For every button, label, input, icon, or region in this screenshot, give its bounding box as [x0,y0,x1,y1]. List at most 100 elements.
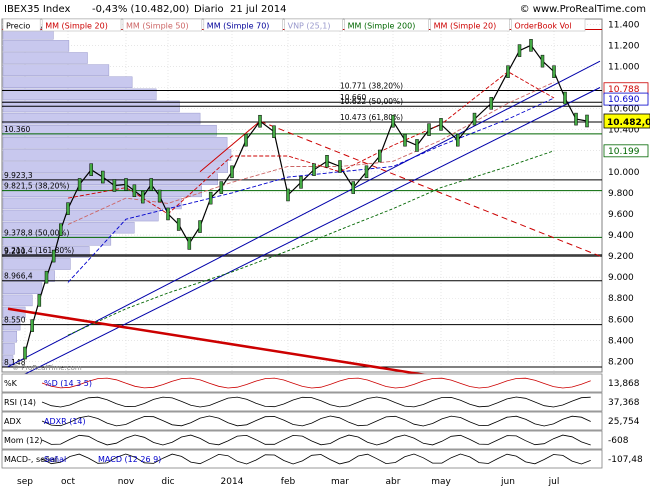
candle [208,191,213,205]
y-tick-label: 8.800 [608,294,634,304]
panel-label-2: Señal [44,455,66,464]
candle [439,118,443,131]
level-label: 9.211,4 (161,80%) [4,246,74,255]
candle [166,207,170,221]
panel-value-label: 13,868 [608,379,640,389]
y-tick-label: 10.000 [608,168,640,178]
indicator-panel [1,449,603,469]
candle [529,39,533,52]
candle [506,65,510,78]
candle [219,181,224,194]
last-price-box [603,113,650,129]
x-tick-label: jul [548,477,560,487]
panel-label: %K [4,379,18,388]
date-label: 21 jul 2014 [230,4,286,15]
indicator-panel [1,411,603,431]
indicator-panel [1,373,603,393]
candle [489,97,493,110]
x-tick-label: mar [331,477,349,487]
y-tick-label: 9.200 [608,252,634,262]
legend-item-label: MM (Simple 200) [348,22,416,31]
y-tick-label: 10.600 [608,105,640,115]
y-tick-label: 9.800 [608,189,634,199]
volume-profile-bar [2,112,201,125]
x-tick-label: abr [386,477,401,487]
level-label: 8.966,4 [4,272,33,281]
candle [198,220,202,233]
y-tick-label: 9.600 [608,210,634,220]
candle [472,112,477,126]
x-tick-label: 2014 [221,477,244,487]
candle [540,54,545,68]
candle [66,202,70,215]
legend-item-box [430,18,510,32]
legend-item-label: MM (Simple 20) [45,22,108,31]
trendline [7,87,601,383]
candle [552,65,556,78]
x-tick-label: dic [161,477,174,487]
moving-average-line [67,150,555,336]
price-label: 10.788 [608,85,640,95]
x-tick-label: oct [61,477,75,487]
y-tick-label: 9.000 [608,273,634,283]
candle [286,188,290,202]
downtrend-line [7,307,441,379]
candle [101,170,105,184]
volume-profile-bar [2,209,159,222]
level-label: 9.200 [4,247,26,256]
level-label: 8.550 [4,316,26,325]
y-tick-label: 8.400 [608,336,634,346]
panel-label: Mom (12) [4,436,43,445]
panel-value-label: 25,754 [608,417,640,427]
candle [415,139,419,152]
level-label: 10.771 (38,20%) [340,82,403,91]
volume-profile-bar [2,282,43,295]
candle [325,155,329,168]
volume-profile-bar [2,330,17,343]
y-tick-label: 11.400 [608,20,640,30]
candle [124,178,128,191]
volume-profile-bar [2,52,88,64]
x-tick-label: feb [281,477,296,487]
level-label: 9.821,5 (38,20%) [4,182,70,191]
legend-item-label: OrderBook Vol [514,22,571,31]
candle [312,163,316,176]
volume-profile-bar [2,270,55,282]
candle [378,149,382,163]
legend-item-label: MM (Simple 50) [126,22,189,31]
volume-profile-bar [2,258,71,270]
last-price-label: 10.482,00 [607,118,650,128]
x-tick-label: sep [17,477,33,487]
candle [574,112,578,126]
candle [44,270,49,284]
candle [244,133,248,147]
panel-label-2: %D (14 3 5) [44,379,92,388]
candle [456,133,460,147]
volume-profile-bar [2,64,110,76]
candle [403,133,407,147]
candle [149,178,153,191]
panel-value-label: -107,48 [608,455,643,465]
x-tick-label: nov [118,477,135,487]
legend-item-box [284,18,343,32]
candle [37,294,42,307]
indicator-line [41,415,591,427]
legend-item-label: MM (Simple 20) [434,22,497,31]
legend-item-label: VNP (25,1) [288,22,331,31]
site-label: © www.ProRealTime.com [520,4,646,15]
candle [51,249,56,263]
candle [391,114,395,128]
panel-value-label: -608 [608,436,629,446]
legend-item-box [344,18,429,32]
volume-profile-bar [2,124,217,137]
change-value: -0,43% (10.482,00) [92,4,189,15]
price-label-box [603,92,649,106]
indicator-line [41,434,591,446]
candle [299,176,303,189]
volume-profile-bar [2,76,133,89]
volume-profile-bar [2,88,157,101]
level-label: 9.378,8 (50,00%) [4,228,70,237]
watermark: © ProRealTime.com [12,364,82,372]
candle [187,237,192,250]
